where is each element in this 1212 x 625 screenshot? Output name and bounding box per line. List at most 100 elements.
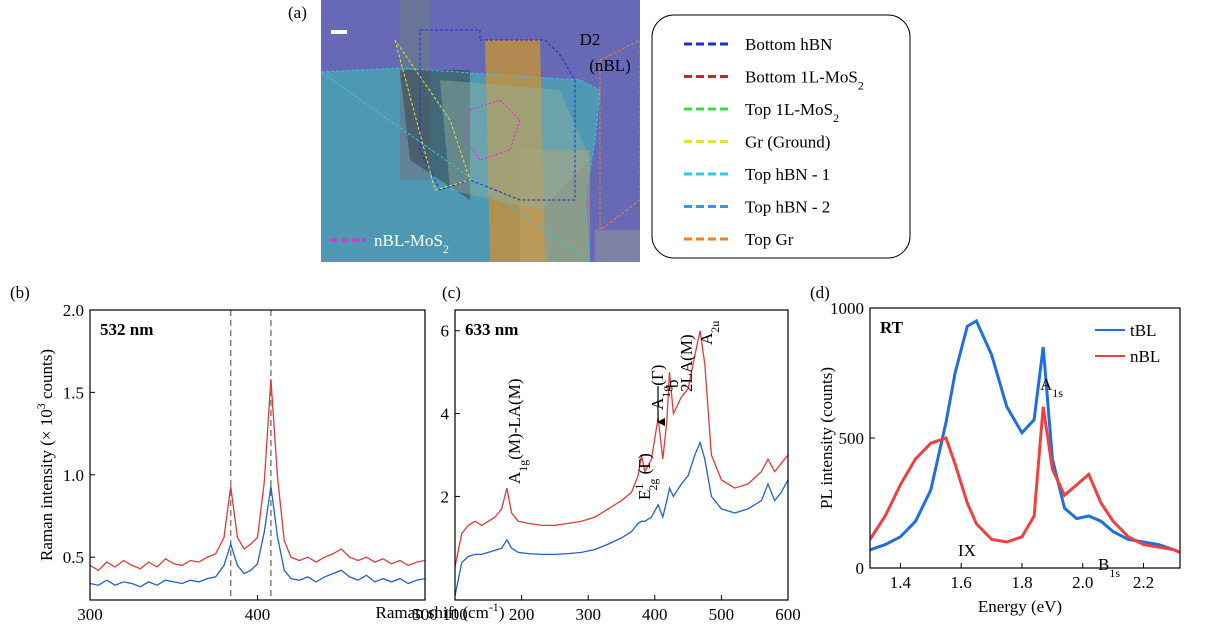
- x-tick-label: 2.2: [1133, 573, 1154, 592]
- legend-label-part: 2: [443, 242, 449, 256]
- x-axis-label-part: -1: [489, 600, 499, 614]
- annotation: A1s: [1040, 375, 1063, 400]
- annotation: 2LA(M): [677, 334, 696, 392]
- series-line: [90, 379, 425, 572]
- legend-label-part: Gr (Ground): [745, 133, 830, 152]
- legend-label-part: 2: [833, 111, 839, 125]
- y-axis-label-part: 3: [34, 403, 48, 409]
- legend-label: Top hBN - 2: [745, 198, 830, 217]
- y-tick-label: 1000: [830, 299, 864, 318]
- panel-label: (b): [10, 283, 30, 302]
- annotation-part: 2LA(M): [677, 334, 696, 392]
- annotation-part: 1g: [659, 386, 673, 398]
- annotation-part: 1s: [1052, 386, 1063, 400]
- sample-type: (nBL): [589, 56, 631, 75]
- x-tick-label: 500: [709, 605, 735, 624]
- y-axis-label-part: Raman intensity (× 10: [37, 409, 56, 561]
- annotation-part: (Γ): [635, 453, 654, 478]
- y-axis-label: Raman intensity (× 103 counts): [34, 349, 56, 561]
- y-axis-label-part: counts): [37, 349, 56, 403]
- y-tick-label: 1.5: [63, 383, 84, 402]
- x-tick-label: 2.0: [1072, 573, 1093, 592]
- annotation-part: A: [697, 332, 716, 345]
- x-tick-label: 400: [245, 605, 271, 624]
- plot-frame: [89, 309, 426, 601]
- legend-label: nBL-MoS2: [374, 231, 449, 256]
- annotation-part: 1: [632, 484, 646, 490]
- chart-title: 532 nm: [100, 320, 153, 339]
- micrograph: [321, 0, 640, 262]
- annotation-part: 2u: [708, 321, 722, 333]
- panel-label: (d): [810, 283, 830, 302]
- legend-label: nBL: [1130, 347, 1160, 366]
- annotation-part: A: [1040, 375, 1053, 394]
- legend-label: Bottom hBN: [745, 35, 832, 54]
- series-line: [870, 318, 1180, 554]
- y-axis-label-part: PL intensity (counts): [817, 367, 836, 509]
- x-tick-label: 1.8: [1011, 573, 1032, 592]
- legend-label: Top Gr: [745, 230, 794, 249]
- legend-label: Bottom 1L-MoS2: [745, 68, 864, 93]
- y-tick-label: 0: [856, 559, 865, 578]
- legend-label: Gr (Ground): [745, 133, 830, 152]
- x-tick-label: 400: [642, 605, 668, 624]
- panel-label: (c): [442, 283, 461, 302]
- annotation-part: A: [505, 471, 524, 484]
- series-line: [455, 330, 788, 568]
- annotation: A2u: [697, 321, 722, 345]
- annotation-part: (Γ): [648, 365, 667, 386]
- y-tick-label: 1.0: [63, 466, 84, 485]
- annotation-part: 2g: [646, 479, 660, 491]
- x-tick-label: 100: [442, 605, 468, 624]
- legend-label-part: Top hBN - 1: [745, 165, 830, 184]
- x-tick-label: 500: [412, 605, 438, 624]
- sample-name: D2: [580, 30, 601, 49]
- x-axis-label: Raman shift (cm-1): [376, 600, 505, 622]
- chart-title: RT: [880, 318, 904, 337]
- legend-label-part: Top hBN - 2: [745, 198, 830, 217]
- legend-label-part: nBL-MoS: [374, 231, 443, 250]
- series-line: [870, 406, 1180, 554]
- annotation-part: 1g: [516, 460, 530, 472]
- x-tick-label: 1.6: [951, 573, 972, 592]
- series-line: [90, 486, 425, 588]
- legend-label-part: Top 1L-MoS: [745, 100, 833, 119]
- annotation: A1g(M)-LA(M): [505, 379, 530, 484]
- annotation-part: IX: [958, 541, 976, 560]
- panel-label: (a): [288, 3, 307, 22]
- y-tick-label: 6: [441, 322, 450, 341]
- x-tick-label: 300: [575, 605, 601, 624]
- x-axis-label: Energy (eV): [978, 597, 1062, 616]
- y-tick-label: 500: [839, 429, 865, 448]
- x-tick-label: 600: [775, 605, 801, 624]
- y-tick-label: 2: [441, 487, 450, 506]
- legend-label-part: Top Gr: [745, 230, 794, 249]
- annotation-part: B: [1098, 555, 1109, 574]
- x-axis-label-part: Energy (eV): [978, 597, 1062, 616]
- series-line: [455, 440, 788, 597]
- x-axis-label-part: Raman shift (cm: [376, 603, 489, 622]
- chart-title: 633 nm: [465, 320, 518, 339]
- annotation-part: 1s: [1109, 566, 1120, 580]
- annotation: A1g(Γ): [648, 365, 673, 410]
- y-axis-label: PL intensity (counts): [817, 367, 836, 509]
- legend-label: Top hBN - 1: [745, 165, 830, 184]
- annotation: B1s: [1098, 555, 1120, 580]
- y-tick-label: 4: [441, 405, 450, 424]
- annotation-part: (M)-LA(M): [505, 379, 524, 460]
- x-tick-label: 300: [77, 605, 103, 624]
- x-tick-label: 200: [509, 605, 535, 624]
- annotation: E12g (Γ): [632, 453, 660, 500]
- x-axis-label-part: ): [499, 603, 505, 622]
- y-tick-label: 0.5: [63, 548, 84, 567]
- annotation-part: E: [635, 490, 654, 500]
- x-tick-label: 1.4: [890, 573, 912, 592]
- y-tick-label: 2.0: [63, 301, 84, 320]
- legend-label-part: 2: [858, 79, 864, 93]
- legend-box: [651, 14, 911, 259]
- legend-label: tBL: [1130, 321, 1156, 340]
- annotation: b: [663, 380, 682, 389]
- annotation: IX: [958, 541, 976, 560]
- legend-label-part: Bottom 1L-MoS: [745, 68, 858, 87]
